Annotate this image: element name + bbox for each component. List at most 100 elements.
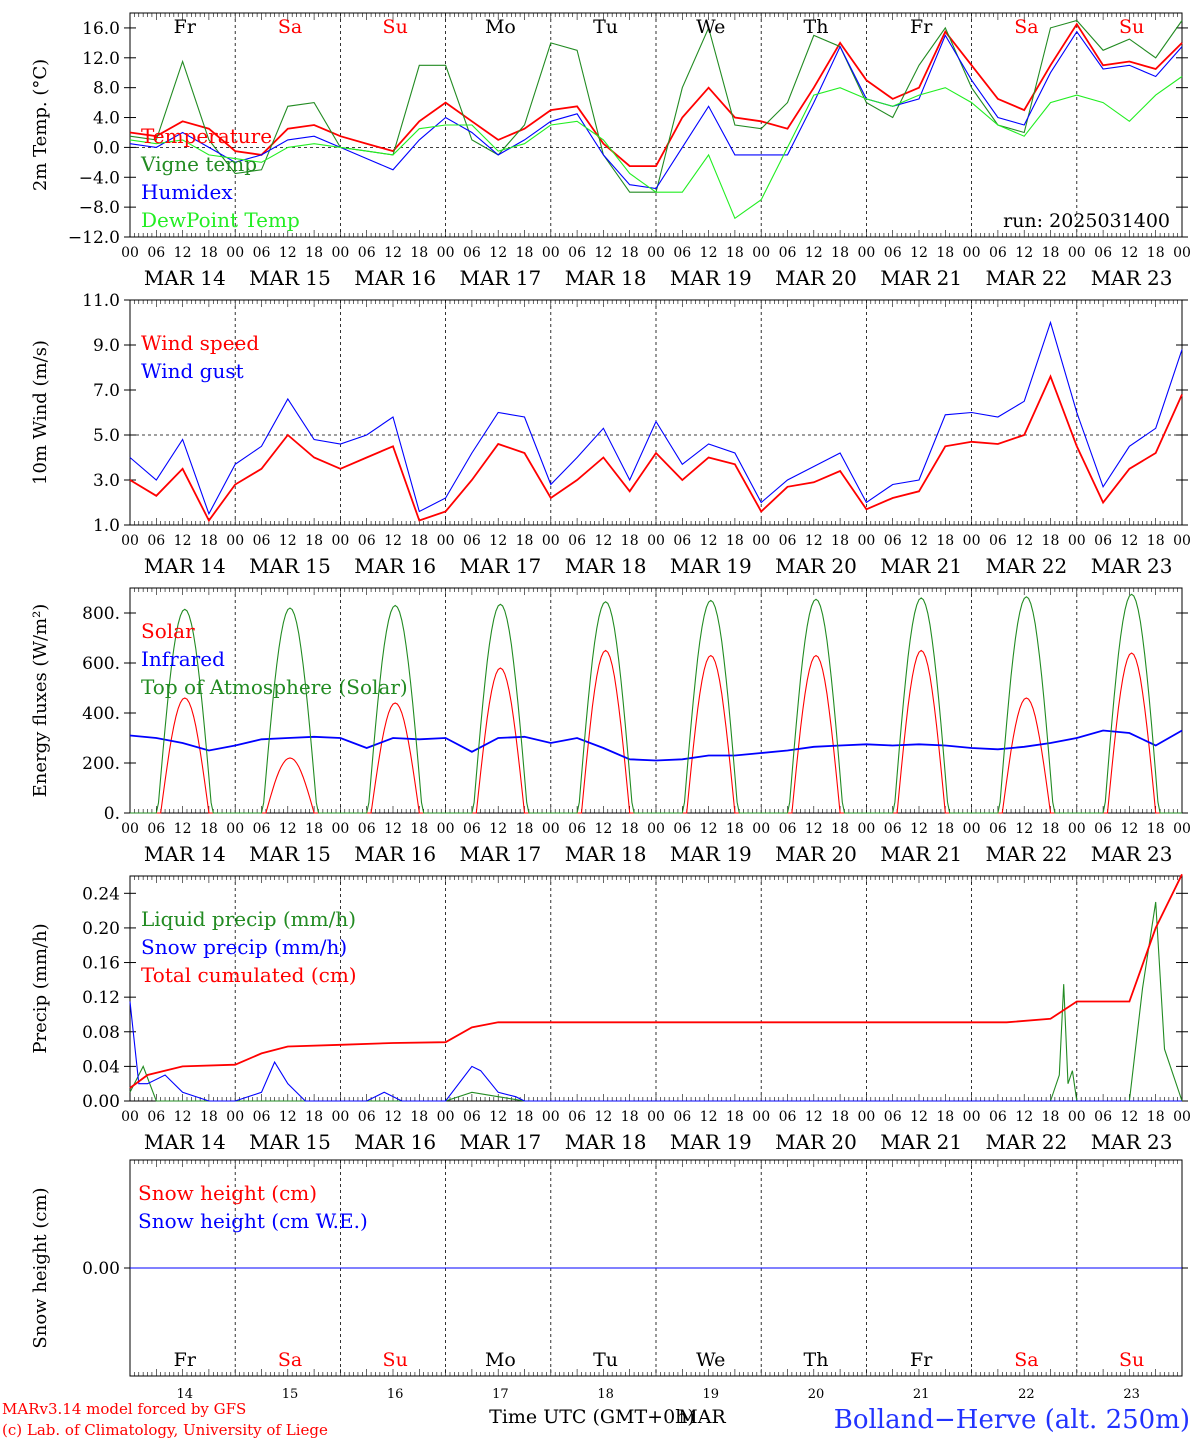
hour-label: 06 <box>253 1109 271 1125</box>
y-tick-label: 4.0 <box>93 109 120 129</box>
y-tick-label: 200. <box>82 754 120 774</box>
day-number: 22 <box>1018 1387 1035 1402</box>
hour-label: 06 <box>147 533 165 549</box>
date-label: MAR 14 <box>144 842 226 866</box>
run-annotation: run: 2025031400 <box>1003 210 1170 232</box>
legend-entry: Liquid precip (mm/h) <box>141 907 356 931</box>
hour-label: 00 <box>857 245 875 261</box>
hour-label: 00 <box>542 533 560 549</box>
date-label: MAR 17 <box>459 554 541 578</box>
hour-label: 12 <box>279 533 297 549</box>
day-name-bottom: Fr <box>910 1349 933 1371</box>
hour-label: 06 <box>989 533 1007 549</box>
date-label: MAR 23 <box>1091 1130 1173 1154</box>
hour-label: 00 <box>857 1109 875 1125</box>
y-tick-label: 0.08 <box>82 1023 120 1043</box>
hour-label: 18 <box>200 1109 218 1125</box>
day-name-bottom: Sa <box>278 1349 302 1371</box>
hour-label: 18 <box>516 821 534 837</box>
y-axis-label: Snow height (cm) <box>30 1187 51 1348</box>
hour-label: 18 <box>305 821 323 837</box>
hour-label: 18 <box>1042 533 1060 549</box>
date-label: MAR 16 <box>354 554 436 578</box>
hour-label: 12 <box>700 1109 718 1125</box>
hour-label: 06 <box>989 821 1007 837</box>
hour-label: 18 <box>726 821 744 837</box>
hour-label: 18 <box>831 1109 849 1125</box>
day-name-top: We <box>696 16 725 38</box>
hour-label: 00 <box>121 821 139 837</box>
y-tick-label: 7.0 <box>93 381 120 401</box>
y-tick-label: 800. <box>82 604 120 624</box>
hour-label: 00 <box>647 1109 665 1125</box>
x-axis-title: Time UTC (GMT+0h) <box>489 1406 695 1428</box>
hour-label: 00 <box>121 245 139 261</box>
y-tick-label: 600. <box>82 654 120 674</box>
day-number: 21 <box>913 1387 930 1402</box>
hour-label: 00 <box>857 821 875 837</box>
date-label: MAR 19 <box>670 554 752 578</box>
hour-label: 12 <box>279 821 297 837</box>
hour-label: 06 <box>1094 533 1112 549</box>
hour-label: 18 <box>1042 821 1060 837</box>
hour-label: 00 <box>331 821 349 837</box>
hour-label: 00 <box>1173 1109 1191 1125</box>
hour-label: 18 <box>621 245 639 261</box>
legend-entry: Snow height (cm W.E.) <box>138 1209 368 1233</box>
date-label: MAR 21 <box>880 266 962 290</box>
hour-label: 00 <box>1068 533 1086 549</box>
hour-label: 12 <box>279 245 297 261</box>
hour-label: 18 <box>831 533 849 549</box>
plot-frame <box>129 587 1183 814</box>
hour-label: 18 <box>410 1109 428 1125</box>
hour-label: 12 <box>594 1109 612 1125</box>
y-tick-label: 0.16 <box>82 954 120 974</box>
y-axis-label: 2m Temp. (°C) <box>30 59 51 191</box>
day-name-top: Th <box>804 16 829 38</box>
hour-label: 18 <box>516 245 534 261</box>
hour-label: 12 <box>384 821 402 837</box>
series-line-1 <box>129 729 1183 762</box>
date-label: MAR 21 <box>880 554 962 578</box>
series-line-2 <box>129 30 1183 190</box>
hour-label: 18 <box>410 245 428 261</box>
hour-label: 00 <box>1173 245 1191 261</box>
legend-entry: DewPoint Temp <box>141 208 300 232</box>
hour-label: 06 <box>358 1109 376 1125</box>
day-name-bottom: Fr <box>174 1349 197 1371</box>
copyright-credit: (c) Lab. of Climatology, University of L… <box>2 1421 328 1439</box>
date-label: MAR 16 <box>354 1130 436 1154</box>
y-tick-label: 0.00 <box>82 1259 120 1279</box>
y-axis-label: Energy fluxes (W/m²) <box>30 604 51 798</box>
hour-label: 00 <box>226 533 244 549</box>
hour-label: 12 <box>384 1109 402 1125</box>
hour-label: 00 <box>226 1109 244 1125</box>
hour-label: 12 <box>1120 533 1138 549</box>
date-label: MAR 15 <box>249 842 331 866</box>
hour-label: 12 <box>700 821 718 837</box>
date-label: MAR 19 <box>670 842 752 866</box>
date-label: MAR 21 <box>880 842 962 866</box>
hour-label: 06 <box>884 821 902 837</box>
hour-label: 06 <box>568 821 586 837</box>
date-label: MAR 19 <box>670 1130 752 1154</box>
hour-label: 12 <box>489 245 507 261</box>
hour-label: 18 <box>621 1109 639 1125</box>
y-tick-label: −8.0 <box>79 198 120 218</box>
hour-label: 12 <box>1015 821 1033 837</box>
series-line-3 <box>129 76 1183 220</box>
date-label: MAR 23 <box>1091 554 1173 578</box>
hour-label: 12 <box>489 533 507 549</box>
hour-label: 12 <box>700 245 718 261</box>
hour-label: 06 <box>358 821 376 837</box>
hour-label: 00 <box>647 533 665 549</box>
hour-label: 12 <box>805 821 823 837</box>
hour-label: 06 <box>1094 1109 1112 1125</box>
hour-label: 06 <box>147 1109 165 1125</box>
date-label: MAR 15 <box>249 266 331 290</box>
hour-label: 06 <box>673 245 691 261</box>
day-number: 18 <box>597 1387 614 1402</box>
y-tick-label: 5.0 <box>93 426 120 446</box>
hour-label: 00 <box>121 533 139 549</box>
date-label: MAR 18 <box>565 842 647 866</box>
